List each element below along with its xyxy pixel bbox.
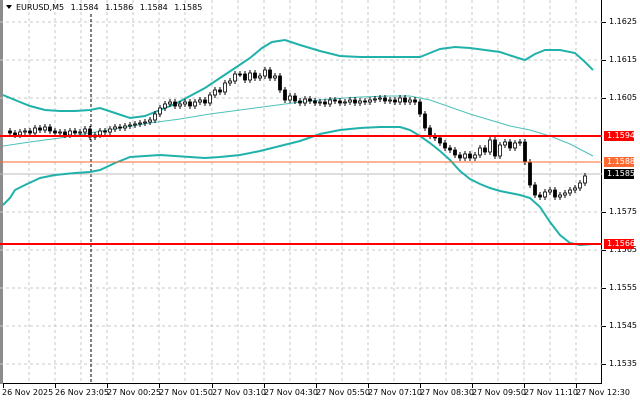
time-label: 27 Nov 12:30: [576, 388, 630, 397]
time-label: 27 Nov 09:50: [472, 388, 526, 397]
price-label: 1.1615: [609, 55, 637, 64]
time-label: 27 Nov 04:30: [264, 388, 318, 397]
price-label: 1.1625: [609, 17, 637, 26]
time-label: 27 Nov 07:10: [368, 388, 422, 397]
chart-canvas: [0, 0, 602, 384]
time-label: 27 Nov 03:10: [212, 388, 266, 397]
time-label: 27 Nov 08:30: [420, 388, 474, 397]
time-label: 27 Nov 00:25: [107, 388, 161, 397]
price-label: 1.1565: [609, 245, 637, 254]
price-label: 1.1535: [609, 359, 637, 368]
price-label: 1.1605: [609, 93, 637, 102]
chart-title: EURUSD,M5 1.1584 1.1586 1.1584 1.1585: [6, 3, 206, 12]
time-label: 27 Nov 05:50: [316, 388, 370, 397]
price-candles: [8, 67, 587, 200]
open-value: 1.1584: [70, 3, 99, 12]
time-label: 26 Nov 2025: [2, 388, 54, 397]
chart-plot-area[interactable]: EURUSD,M5 1.1584 1.1586 1.1584 1.1585: [0, 0, 602, 384]
price-label: 1.1575: [609, 207, 637, 216]
time-label: 27 Nov 11:10: [524, 388, 578, 397]
close-value: 1.1585: [174, 3, 203, 12]
time-label: 27 Nov 01:50: [159, 388, 213, 397]
low-value: 1.1584: [139, 3, 168, 12]
price-label: 1.1555: [609, 283, 637, 292]
bollinger-lower-band: [2, 126, 594, 247]
collapse-arrow-icon[interactable]: [6, 5, 12, 9]
price-label: 1.1545: [609, 321, 637, 330]
bid-price-tag: 1.1585: [604, 169, 635, 179]
resistance-price-tag: 1.1594: [604, 131, 635, 141]
support-price-tag: 1.1566: [604, 239, 635, 249]
pivot-price-tag: 1.1588: [604, 157, 635, 167]
grid: [0, 0, 602, 384]
time-label: 26 Nov 23:05: [55, 388, 109, 397]
high-value: 1.1586: [105, 3, 134, 12]
symbol-label: EURUSD,M5: [16, 3, 65, 12]
bollinger-upper-band: [2, 38, 594, 120]
chart-left-edge: [0, 0, 3, 384]
